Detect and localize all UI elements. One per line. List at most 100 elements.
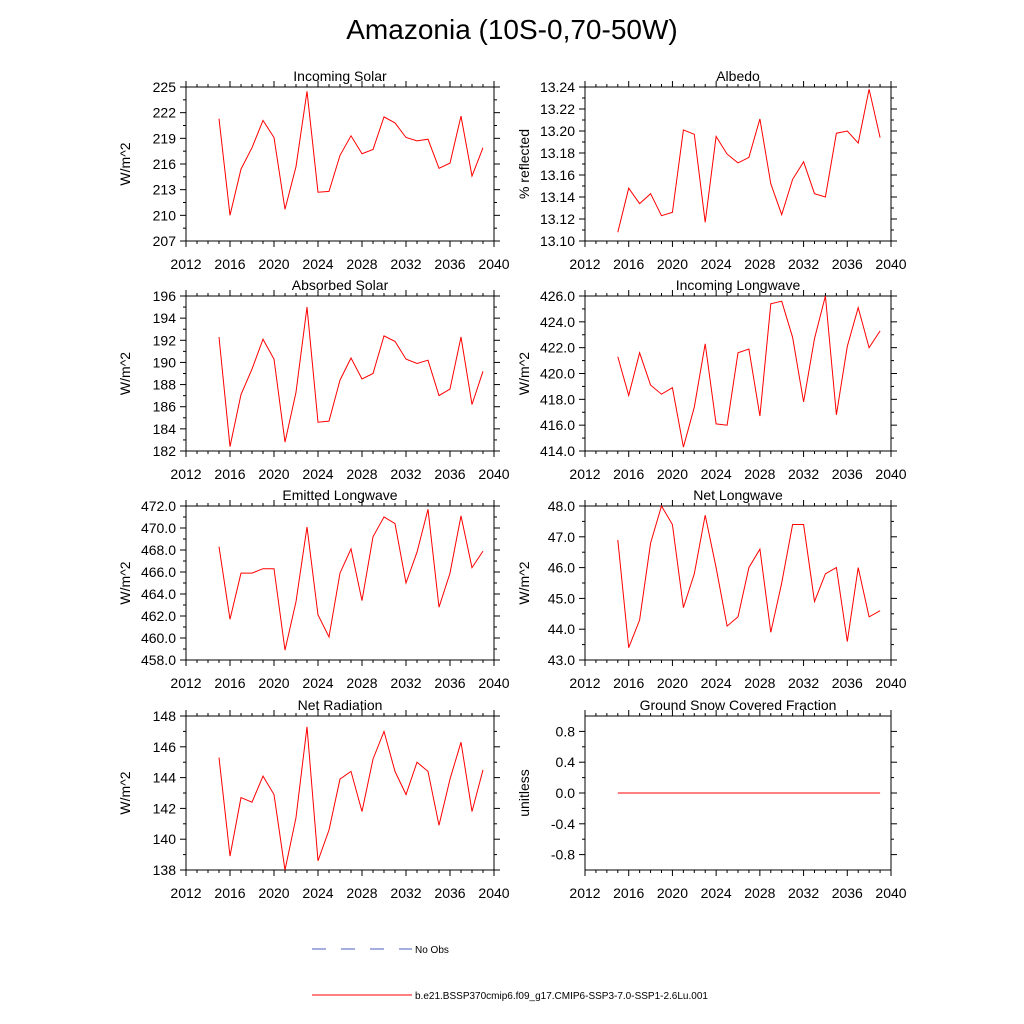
x-tick-label: 2036 xyxy=(434,675,465,691)
y-tick-label: 468.0 xyxy=(141,542,176,558)
y-tick-label: 148 xyxy=(153,708,177,724)
plot-frame xyxy=(584,86,892,242)
x-tick-label: 2020 xyxy=(657,885,688,901)
y-tick-label: 466.0 xyxy=(141,564,176,580)
series-line xyxy=(218,307,484,447)
y-tick-label: 13.10 xyxy=(540,233,575,249)
y-tick-label: 420.0 xyxy=(540,366,575,382)
x-tick-label: 2032 xyxy=(788,256,819,272)
y-tick-label: 140 xyxy=(153,831,177,847)
y-tick-label: 458.0 xyxy=(141,652,176,668)
x-tick-label: 2040 xyxy=(478,885,509,901)
y-axis-label: W/m^2 xyxy=(516,561,532,604)
panel-title: Net Radiation xyxy=(298,697,383,713)
panel-6: Net Longwave W/m^2 2012 2016 2020 2024 2028 203… xyxy=(516,487,907,691)
x-tick-label: 2028 xyxy=(744,256,775,272)
panel-3: Absorbed Solar W/m^2 2012 2016 2020 2024 2028 2… xyxy=(117,277,510,482)
x-tick-label: 2012 xyxy=(170,675,201,691)
x-tick-label: 2028 xyxy=(346,885,377,901)
y-tick-label: 470.0 xyxy=(141,520,176,536)
x-tick-label: 2012 xyxy=(569,885,600,901)
x-tick-label: 2036 xyxy=(832,256,863,272)
x-tick-label: 2016 xyxy=(214,466,245,482)
x-tick-label: 2024 xyxy=(302,675,333,691)
x-tick-label: 2020 xyxy=(657,256,688,272)
y-axis-label: W/m^2 xyxy=(117,352,133,395)
x-tick-label: 2020 xyxy=(258,466,289,482)
x-tick-label: 2020 xyxy=(258,256,289,272)
legend-obs-label: No Obs xyxy=(415,945,449,956)
x-tick-label: 2024 xyxy=(302,885,333,901)
y-tick-label: -0.4 xyxy=(551,816,575,832)
x-tick-label: 2040 xyxy=(478,466,509,482)
y-tick-label: 418.0 xyxy=(540,391,575,407)
plot-frame xyxy=(185,295,495,452)
x-tick-label: 2024 xyxy=(701,885,732,901)
x-tick-label: 2032 xyxy=(788,675,819,691)
x-tick-label: 2032 xyxy=(390,256,421,272)
x-tick-label: 2020 xyxy=(258,675,289,691)
y-axis-label: W/m^2 xyxy=(117,142,133,185)
y-axis-label: unitless xyxy=(516,769,532,816)
y-tick-label: 219 xyxy=(153,130,177,146)
y-tick-label: 46.0 xyxy=(548,560,575,576)
x-tick-label: 2032 xyxy=(390,885,421,901)
x-tick-label: 2016 xyxy=(613,466,644,482)
y-tick-label: 194 xyxy=(153,310,177,326)
panels: Incoming Solar W/m^2 2012 2016 2020 2024 2028 2… xyxy=(117,68,907,901)
panel-title: Emitted Longwave xyxy=(282,487,397,503)
y-tick-label: 142 xyxy=(153,800,177,816)
panel-title: Ground Snow Covered Fraction xyxy=(640,697,837,713)
plot-frame xyxy=(584,505,892,661)
series-line xyxy=(218,91,484,216)
y-tick-label: -0.8 xyxy=(551,847,575,863)
x-tick-label: 2036 xyxy=(832,675,863,691)
y-tick-label: 188 xyxy=(153,377,177,393)
y-tick-label: 45.0 xyxy=(548,590,575,606)
y-tick-label: 414.0 xyxy=(540,443,575,459)
y-tick-label: 13.12 xyxy=(540,211,575,227)
panel-title: Net Longwave xyxy=(693,487,783,503)
y-tick-label: 460.0 xyxy=(141,630,176,646)
y-tick-label: 222 xyxy=(153,105,177,121)
x-tick-label: 2028 xyxy=(346,256,377,272)
y-tick-label: 13.24 xyxy=(540,79,575,95)
series-line xyxy=(218,726,484,871)
x-tick-label: 2032 xyxy=(788,466,819,482)
x-tick-label: 2012 xyxy=(569,466,600,482)
y-tick-label: 0.8 xyxy=(556,723,576,739)
x-tick-label: 2028 xyxy=(744,466,775,482)
y-tick-label: 186 xyxy=(153,399,177,415)
x-tick-label: 2028 xyxy=(744,675,775,691)
series-line xyxy=(218,509,484,651)
x-tick-label: 2016 xyxy=(613,675,644,691)
x-tick-label: 2012 xyxy=(170,256,201,272)
x-tick-label: 2036 xyxy=(832,466,863,482)
y-tick-label: 13.18 xyxy=(540,145,575,161)
x-tick-label: 2020 xyxy=(258,885,289,901)
x-tick-label: 2024 xyxy=(701,466,732,482)
x-tick-label: 2040 xyxy=(478,675,509,691)
x-tick-label: 2016 xyxy=(214,885,245,901)
y-tick-label: 146 xyxy=(153,739,177,755)
x-tick-label: 2028 xyxy=(346,466,377,482)
y-axis-label: W/m^2 xyxy=(117,561,133,604)
x-tick-label: 2040 xyxy=(875,466,906,482)
y-tick-label: 216 xyxy=(153,156,177,172)
y-tick-label: 144 xyxy=(153,770,177,786)
x-tick-label: 2036 xyxy=(434,256,465,272)
x-tick-label: 2040 xyxy=(875,885,906,901)
legend: No Obs b.e21.BSSP370cmip6.f09_g17.CMIP6-… xyxy=(312,945,708,1002)
panel-title: Incoming Longwave xyxy=(676,277,801,293)
y-tick-label: 464.0 xyxy=(141,586,176,602)
x-tick-label: 2028 xyxy=(346,675,377,691)
x-tick-label: 2040 xyxy=(875,256,906,272)
y-tick-label: 416.0 xyxy=(540,417,575,433)
y-axis-label: W/m^2 xyxy=(516,352,532,395)
x-tick-label: 2012 xyxy=(170,466,201,482)
y-tick-label: 225 xyxy=(153,79,177,95)
x-tick-label: 2012 xyxy=(569,675,600,691)
series-line xyxy=(617,89,881,233)
y-tick-label: 182 xyxy=(153,443,177,459)
